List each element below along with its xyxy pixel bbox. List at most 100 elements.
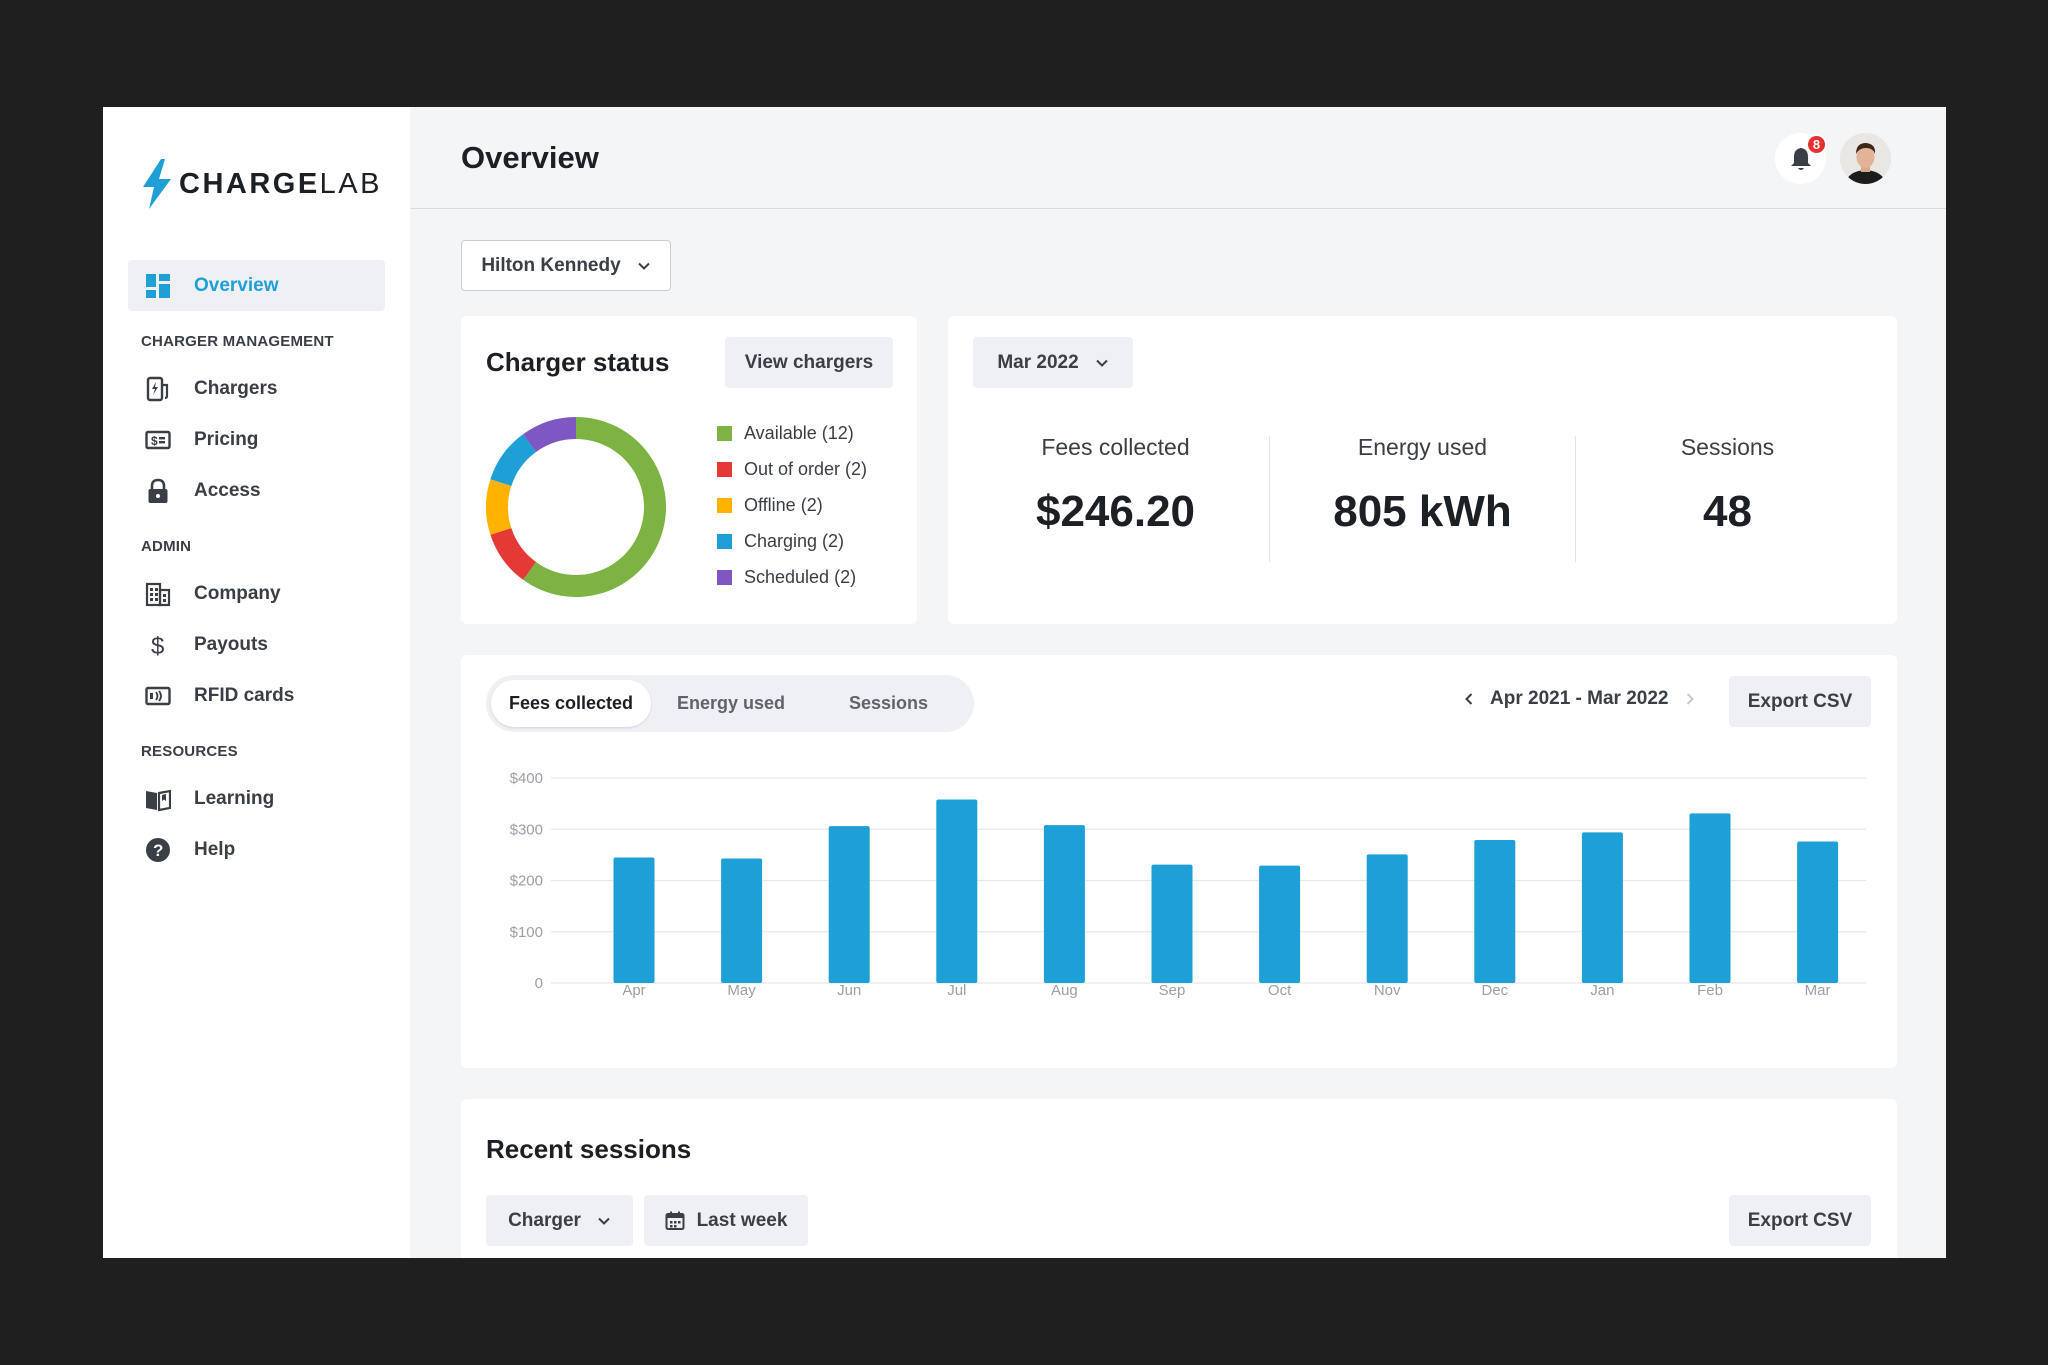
- x-tick-label: Aug: [1051, 982, 1078, 999]
- date-range-label: Apr 2021 - Mar 2022: [1490, 688, 1669, 709]
- legend-charging: Charging (2): [717, 531, 844, 552]
- book-icon: [144, 785, 172, 813]
- bar-nov[interactable]: [1366, 854, 1408, 983]
- stat-label: Energy used: [1357, 434, 1488, 460]
- month-select[interactable]: Mar 2022: [973, 337, 1133, 388]
- notifications-button[interactable]: 8: [1775, 133, 1827, 184]
- brand-logo[interactable]: CHARGELAB: [141, 159, 382, 209]
- legend-swatch: [717, 534, 732, 549]
- legend-out-of-order: Out of order (2): [717, 459, 867, 480]
- dashboard-icon: [144, 272, 172, 300]
- chevron-down-icon: [637, 262, 650, 270]
- charger-filter[interactable]: Charger: [486, 1195, 633, 1246]
- sidebar-item-rfid-cards[interactable]: RFID cards: [128, 670, 385, 721]
- donut-slice-out-of-order: [490, 528, 537, 580]
- x-tick-label: Mar: [1805, 982, 1831, 999]
- sidebar-item-payouts[interactable]: $ Payouts: [128, 619, 385, 670]
- sidebar-item-label: Learning: [194, 787, 275, 809]
- building-icon: [144, 580, 172, 608]
- donut-slice-offline: [486, 479, 512, 535]
- chevron-left-icon[interactable]: [1462, 692, 1476, 706]
- y-tick-label: $300: [510, 821, 543, 838]
- sidebar-item-help[interactable]: ? Help: [128, 824, 385, 875]
- lightning-icon: [143, 159, 171, 209]
- sidebar-item-chargers[interactable]: Chargers: [128, 363, 385, 414]
- tab-sessions[interactable]: Sessions: [848, 693, 929, 713]
- y-tick-label: $400: [510, 770, 543, 787]
- tab-energy-used[interactable]: Energy used: [676, 693, 786, 713]
- location-select-value: Hilton Kennedy: [481, 254, 621, 276]
- legend-offline: Offline (2): [717, 495, 823, 516]
- charger-status-donut: [486, 417, 666, 597]
- charger-status-card: Charger status View chargers Available (…: [461, 316, 917, 624]
- bar-apr[interactable]: [613, 857, 655, 983]
- dollar-icon: $: [144, 631, 172, 659]
- bell-icon: [1790, 147, 1811, 170]
- donut-slice-charging: [490, 434, 537, 486]
- x-tick-label: Jan: [1590, 982, 1614, 999]
- price-tag-icon: $: [144, 426, 172, 454]
- sidebar-item-overview[interactable]: Overview: [128, 260, 385, 311]
- stat-sessions: Sessions 48: [1575, 434, 1880, 537]
- legend-available: Available (12): [717, 423, 854, 444]
- sidebar-item-access[interactable]: Access: [128, 465, 385, 516]
- svg-text:?: ?: [153, 841, 163, 860]
- sidebar-item-label: Access: [194, 479, 261, 501]
- bar-oct[interactable]: [1259, 865, 1301, 983]
- bar-feb[interactable]: [1689, 813, 1731, 983]
- legend-label: Scheduled (2): [744, 567, 857, 587]
- x-tick-label: May: [727, 982, 756, 999]
- recent-sessions-card: Recent sessions Charger Last week Export…: [461, 1099, 1897, 1258]
- charger-filter-value: Charger: [508, 1209, 581, 1231]
- location-select[interactable]: Hilton Kennedy: [461, 240, 671, 291]
- legend-swatch: [717, 462, 732, 477]
- sidebar-item-learning[interactable]: Learning: [128, 773, 385, 824]
- bar-jun[interactable]: [828, 826, 870, 983]
- stat-fees-collected: Fees collected $246.20: [963, 434, 1268, 537]
- bar-dec[interactable]: [1474, 840, 1516, 983]
- section-resources: RESOURCES: [141, 743, 238, 760]
- date-filter[interactable]: Last week: [644, 1195, 808, 1246]
- sidebar-item-label: Help: [194, 838, 236, 860]
- chevron-right-icon[interactable]: [1683, 692, 1697, 706]
- bar-aug[interactable]: [1043, 825, 1085, 983]
- sessions-export-csv-button[interactable]: Export CSV: [1729, 1195, 1871, 1246]
- x-tick-label: Jul: [947, 982, 966, 999]
- bar-jul[interactable]: [936, 799, 978, 983]
- section-admin: ADMIN: [141, 538, 192, 555]
- stat-divider: [1269, 436, 1270, 562]
- charger-status-title: Charger status: [486, 347, 670, 377]
- stat-energy-used: Energy used 805 kWh: [1270, 434, 1575, 537]
- bar-sep[interactable]: [1151, 864, 1193, 983]
- tab-fees-collected[interactable]: Fees collected: [491, 680, 651, 727]
- chevron-down-icon: [598, 1217, 610, 1225]
- sidebar-item-label: Company: [194, 582, 281, 604]
- sidebar-item-company[interactable]: Company: [128, 568, 385, 619]
- metric-tabs: Fees collected Energy used Sessions: [486, 675, 974, 732]
- x-tick-label: Feb: [1697, 982, 1723, 999]
- sidebar-item-label: Payouts: [194, 633, 268, 655]
- sidebar-item-pricing[interactable]: $ Pricing: [128, 414, 385, 465]
- view-chargers-button[interactable]: View chargers: [725, 337, 893, 388]
- history-chart-card: Fees collected Energy used Sessions Apr …: [461, 655, 1897, 1068]
- export-csv-button[interactable]: Export CSV: [1729, 676, 1871, 727]
- page-title: Overview: [461, 140, 599, 175]
- bar-jan[interactable]: [1581, 832, 1623, 983]
- fees-bar-chart: 0 $100 $200 $300 $400 Apr May Jun Jul Aug Sep Oct No…: [510, 770, 1866, 999]
- x-tick-label: Oct: [1268, 982, 1292, 999]
- bar-mar[interactable]: [1797, 841, 1839, 983]
- sidebar-item-label: Chargers: [194, 377, 278, 399]
- x-tick-label: Dec: [1481, 982, 1508, 999]
- lock-icon: [144, 477, 172, 505]
- bar-may[interactable]: [721, 858, 763, 983]
- stat-label: Sessions: [1680, 434, 1775, 460]
- avatar[interactable]: [1840, 133, 1891, 184]
- chevron-down-icon: [1095, 359, 1108, 367]
- y-tick-label: $100: [510, 924, 543, 941]
- svg-text:$: $: [151, 633, 164, 658]
- month-select-value: Mar 2022: [997, 351, 1079, 373]
- legend-swatch: [717, 426, 732, 441]
- sidebar-item-label: Overview: [194, 274, 279, 296]
- x-tick-label: Sep: [1159, 982, 1186, 999]
- top-header: Overview 8: [410, 107, 1946, 209]
